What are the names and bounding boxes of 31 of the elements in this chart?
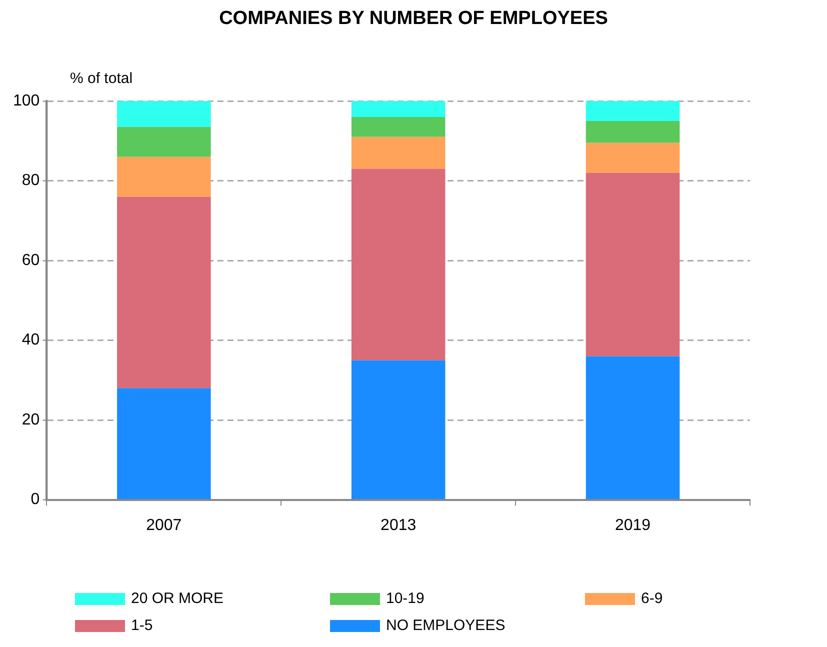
- legend-label: 1-5: [131, 617, 153, 634]
- y-tick-label: 40: [22, 332, 40, 349]
- bar: [351, 168, 446, 360]
- bar: [586, 120, 680, 143]
- bar: [117, 101, 211, 127]
- bar: [117, 126, 211, 157]
- bar: [117, 388, 211, 500]
- y-tick-label: 60: [22, 252, 40, 269]
- y-tick-label: 100: [12, 92, 40, 110]
- y-tick-label: 80: [22, 172, 40, 190]
- y-axis-title: % of total: [70, 70, 133, 87]
- bar: [586, 142, 680, 173]
- y-tick-label: 0: [30, 491, 40, 508]
- bar: [586, 172, 680, 356]
- legend-label: 6-9: [641, 590, 663, 607]
- x-tick-label: 2019: [614, 516, 651, 534]
- legend-label: 20 OR MORE: [131, 590, 224, 607]
- bar: [351, 101, 446, 117]
- bar: [586, 356, 680, 500]
- chart-title: COMPANIES BY NUMBER OF EMPLOYEES: [218, 8, 609, 30]
- x-tick-label: 2013: [380, 516, 416, 534]
- y-tick-label: 20: [22, 411, 40, 428]
- bar: [586, 101, 680, 121]
- legend-label: NO EMPLOYEES: [386, 617, 506, 634]
- legend-label: 10-19: [386, 590, 424, 607]
- bar: [351, 136, 446, 169]
- bar: [117, 196, 211, 388]
- bar: [351, 116, 446, 137]
- bar: [117, 156, 211, 197]
- x-tick-label: 2007: [146, 516, 182, 534]
- bar: [351, 360, 446, 500]
